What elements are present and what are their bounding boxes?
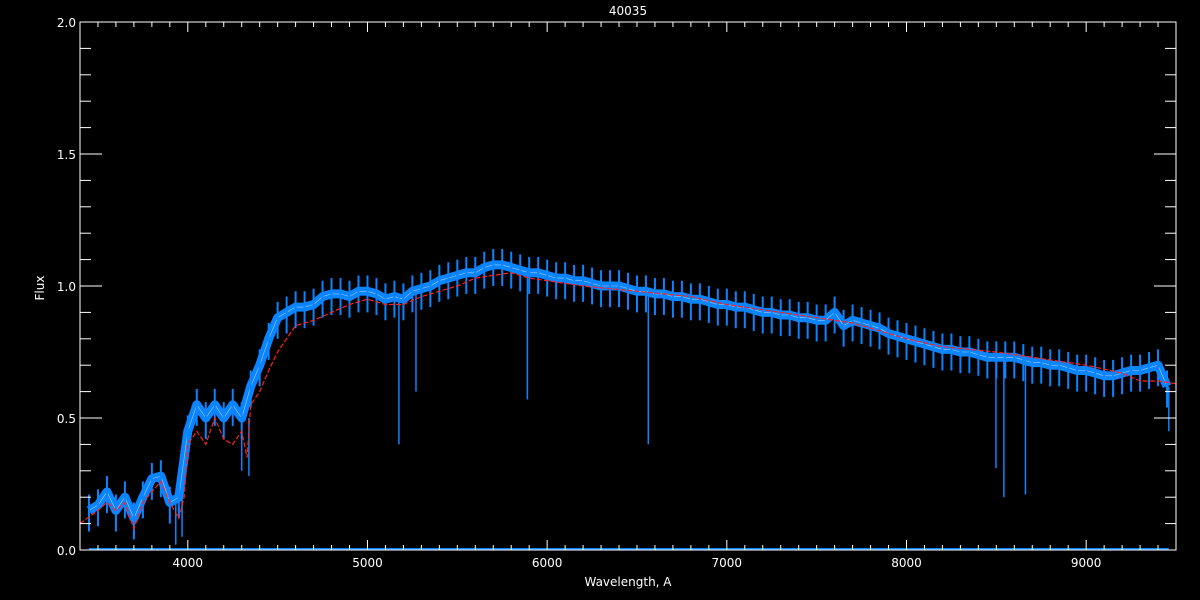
y-tick-label: 0.5	[57, 412, 76, 426]
x-tick-label: 4000	[173, 556, 204, 570]
model-spectrum	[79, 272, 1177, 531]
x-tick-label: 7000	[712, 556, 743, 570]
y-tick-label: 1.5	[57, 148, 76, 162]
axes: 4000 5000 6000 7000 8000 9000 0.0 0.5 1.0 1.5 2.0	[57, 16, 1177, 570]
chart-title: 40035	[609, 4, 647, 18]
x-tick-label: 8000	[891, 556, 922, 570]
x-axis-label: Wavelength, A	[584, 575, 672, 589]
x-tick-label: 6000	[532, 556, 563, 570]
x-tick-label: 9000	[1071, 556, 1102, 570]
y-tick-label: 0.0	[57, 544, 76, 558]
y-tick-label: 1.0	[57, 280, 76, 294]
y-axis-label: Flux	[33, 276, 47, 301]
x-tick-label: 5000	[352, 556, 383, 570]
plot-area	[79, 249, 1177, 550]
y-tick-label: 2.0	[57, 16, 76, 30]
